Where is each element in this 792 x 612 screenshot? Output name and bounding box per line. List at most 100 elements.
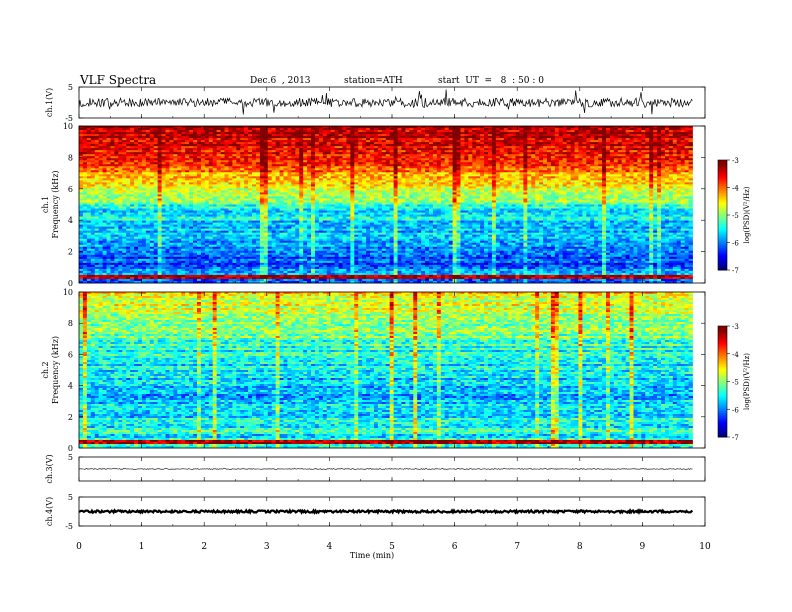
heatmap-cell (503, 146, 509, 149)
heatmap-cell (314, 158, 320, 161)
heatmap-cell (82, 170, 88, 173)
heatmap-cell (295, 132, 300, 135)
heatmap-cell (263, 154, 269, 157)
heatmap-cell (220, 142, 225, 145)
heatmap-cell (118, 168, 123, 171)
heatmap-cell (586, 154, 591, 157)
heatmap-cell (476, 130, 481, 133)
heatmap-cell (381, 170, 387, 173)
heatmap-cell (185, 174, 190, 177)
heatmap-cell (381, 164, 387, 167)
heatmap-cell (668, 128, 674, 131)
heatmap-cell (590, 140, 595, 143)
heatmap-cell (358, 150, 363, 153)
heatmap-cell (688, 158, 693, 161)
heatmap-cell (539, 146, 544, 149)
heatmap-cell (311, 136, 316, 139)
heatmap-cell (177, 158, 182, 161)
heatmap-cell (464, 152, 469, 155)
heatmap-cell (649, 130, 654, 133)
heatmap-cell (613, 126, 619, 129)
heatmap-cell (480, 168, 485, 171)
heatmap-cell (448, 132, 453, 135)
heatmap-cell (114, 126, 119, 129)
heatmap-cell (161, 154, 166, 157)
heatmap-cell (307, 140, 312, 143)
heatmap-cell (141, 164, 147, 167)
heatmap-cell (106, 164, 111, 167)
heatmap-cell (491, 140, 497, 143)
heatmap-cell (417, 140, 422, 143)
heatmap-cell (118, 150, 123, 153)
heatmap-cell (98, 162, 103, 165)
heatmap-cell (389, 166, 394, 169)
heatmap-cell (279, 156, 284, 159)
heatmap-cell (582, 138, 587, 141)
heatmap-cell (181, 140, 186, 143)
heatmap-cell (248, 168, 253, 171)
heatmap-cell (625, 166, 630, 169)
heatmap-cell (444, 156, 450, 159)
heatmap-cell (122, 162, 127, 165)
heatmap-cell (393, 148, 398, 151)
heatmap-cell (196, 148, 202, 151)
heatmap-cell (413, 136, 418, 139)
heatmap-cell (236, 130, 241, 133)
heatmap-cell (668, 134, 674, 137)
heatmap-cell (444, 140, 450, 143)
heatmap-cell (440, 146, 446, 149)
heatmap-cell (613, 152, 619, 155)
heatmap-cell (672, 140, 678, 143)
heatmap-cell (401, 160, 406, 163)
heatmap-cell (307, 154, 312, 157)
heatmap-cell (193, 136, 198, 139)
heatmap-cell (358, 172, 363, 175)
heatmap-cell (605, 172, 611, 175)
heatmap-cell (436, 142, 442, 145)
heatmap-cell (220, 148, 225, 151)
heatmap-cell (657, 154, 662, 157)
heatmap-cell (456, 144, 461, 147)
heatmap-cell (354, 172, 359, 175)
heatmap-cell (558, 130, 564, 133)
heatmap-cell (527, 154, 532, 157)
heatmap-cell (602, 164, 607, 167)
heatmap-cell (291, 156, 296, 159)
heatmap-cell (531, 140, 536, 143)
heatmap-cell (318, 146, 324, 149)
heatmap-cell (602, 152, 607, 155)
heatmap-cell (633, 146, 638, 149)
heatmap-cell (389, 160, 394, 163)
heatmap-cell (381, 150, 387, 153)
heatmap-cell (134, 140, 139, 143)
heatmap-cell (401, 174, 406, 177)
heatmap-cell (507, 172, 512, 175)
heatmap-cell (550, 144, 556, 147)
heatmap-cell (377, 126, 383, 129)
heatmap-cell (106, 168, 111, 171)
heatmap-cell (126, 144, 131, 147)
heatmap-cell (94, 150, 100, 153)
heatmap-cell (539, 148, 544, 151)
heatmap-cell (248, 164, 253, 167)
heatmap-cell (476, 162, 481, 165)
heatmap-cell (295, 128, 300, 131)
heatmap-cell (625, 130, 630, 133)
heatmap-cell (307, 136, 312, 139)
heatmap-cell (543, 158, 548, 161)
heatmap-cell (311, 166, 316, 169)
heatmap-cell (531, 172, 536, 175)
heatmap-cell (448, 140, 453, 143)
heatmap-cell (625, 146, 630, 149)
heatmap-cell (224, 128, 229, 131)
heatmap-cell (661, 156, 666, 159)
heatmap-cell (240, 158, 245, 161)
heatmap-cell (570, 144, 575, 147)
heatmap-cell (86, 142, 92, 145)
heatmap-cell (641, 126, 646, 129)
heatmap-cell (259, 172, 265, 175)
heatmap-cell (200, 140, 206, 143)
heatmap-cell (661, 166, 666, 169)
heatmap-cell (609, 152, 615, 155)
heatmap-cell (653, 156, 658, 159)
